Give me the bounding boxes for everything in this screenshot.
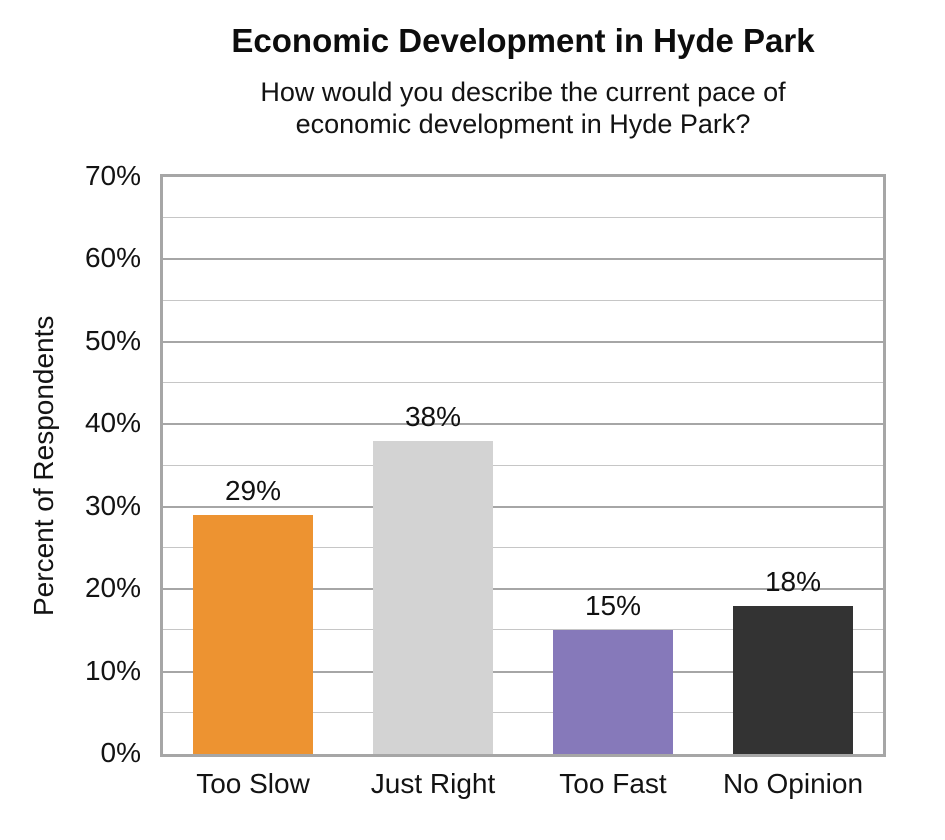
bar-value-label-too-fast: 15% — [584, 590, 642, 622]
y-tick-label: 10% — [84, 654, 141, 686]
y-tick-label: 50% — [84, 324, 141, 356]
plot-area — [160, 174, 886, 757]
gridline-minor — [163, 464, 883, 466]
chart-subtitle-line-1: How would you describe the current pace … — [260, 76, 786, 107]
chart-subtitle-line-2: economic development in Hyde Park? — [295, 109, 751, 140]
bar-too-fast — [553, 630, 673, 754]
y-tick-label: 60% — [84, 242, 141, 274]
bar-too-slow — [193, 514, 313, 754]
gridline-major — [163, 423, 883, 426]
chart-header: Economic Development in Hyde Park How wo… — [160, 20, 886, 141]
bar-just-right — [373, 440, 493, 754]
gridline-minor — [163, 299, 883, 301]
bar-no-opinion — [733, 605, 853, 754]
gridline-major — [163, 505, 883, 508]
gridline-minor — [163, 382, 883, 384]
gridline-major — [163, 670, 883, 673]
chart-title: Economic Development in Hyde Park — [231, 22, 815, 59]
x-category-label-too-fast: Too Fast — [559, 768, 667, 799]
gridline-minor — [163, 711, 883, 713]
y-tick-label: 20% — [84, 572, 141, 604]
gridline-major — [163, 340, 883, 343]
x-category-label-just-right: Just Right — [370, 768, 496, 799]
chart-subtitle: How would you describe the current pace … — [160, 76, 886, 141]
gridline-major — [163, 258, 883, 261]
y-tick-label: 40% — [84, 407, 141, 439]
x-category-label-too-slow: Too Slow — [196, 768, 310, 799]
bar-value-label-just-right: 38% — [404, 400, 462, 432]
gridline-minor — [163, 629, 883, 631]
gridline-major — [163, 588, 883, 591]
gridline-minor — [163, 546, 883, 548]
y-tick-label: 70% — [84, 160, 141, 191]
gridline-minor — [163, 217, 883, 219]
y-tick-label: 0% — [100, 737, 141, 768]
bar-value-label-too-slow: 29% — [224, 474, 282, 506]
bar-value-label-no-opinion: 18% — [764, 565, 822, 597]
x-category-label-no-opinion: No Opinion — [722, 768, 864, 799]
y-tick-label: 30% — [84, 489, 141, 521]
